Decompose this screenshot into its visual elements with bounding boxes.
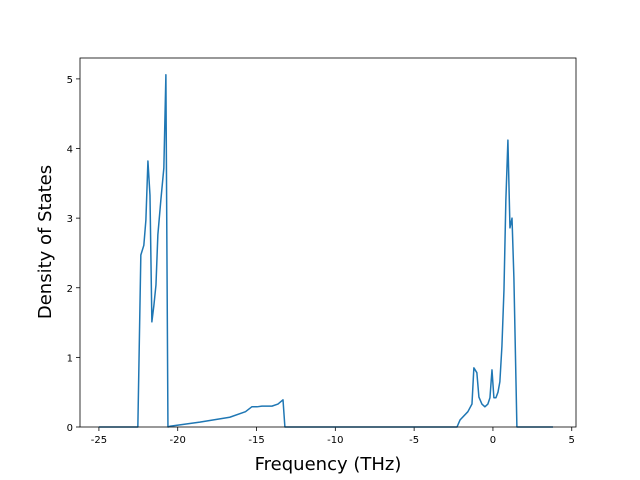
line [98,73,553,428]
x-tick-label: 0 [490,435,496,446]
y-tick-label: 5 [67,75,73,86]
y-axis-label: Density of States [35,165,56,319]
plot-frame [79,57,577,428]
y-tick-label: 3 [67,214,73,225]
x-axis-label: Frequency (THz) [255,454,402,475]
x-tick-label: -25 [91,435,107,446]
x-tick-label: -15 [248,435,264,446]
y-tick-label: 2 [67,284,73,295]
x-tick-label: -20 [170,435,186,446]
y-tick-label: 4 [67,145,73,156]
x-tick-label: 5 [569,435,575,446]
y-tick-label: 1 [67,353,73,364]
x-tick-label: -5 [409,435,419,446]
y-tick-label: 0 [67,423,73,434]
x-tick-label: -10 [327,435,343,446]
